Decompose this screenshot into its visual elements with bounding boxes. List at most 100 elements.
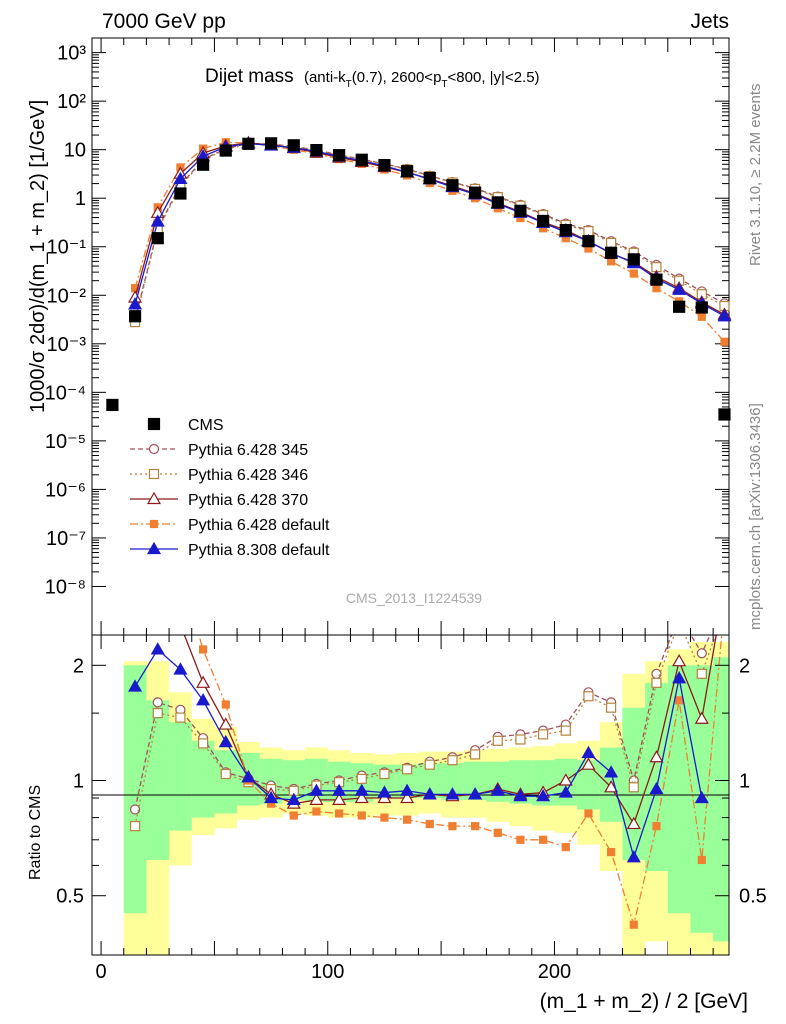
ratio-point-p8 <box>173 662 188 675</box>
ratio-band-inner <box>373 764 396 799</box>
ratio-point-p8 <box>694 790 709 804</box>
ratio-point-p8 <box>264 790 279 804</box>
ratio-ticks: 0.5 0.5 1 1 2 2 <box>56 38 767 955</box>
ratio-point-p346 <box>628 782 639 793</box>
ratio-point-pdef <box>607 848 616 857</box>
ratio-point-p8 <box>400 783 415 796</box>
y-tick-label: 10⁻⁴ <box>45 382 86 404</box>
ratio-point-p346 <box>175 712 186 723</box>
legend-marker-pdef <box>149 519 159 529</box>
point-cms <box>378 159 391 172</box>
series-line-p8 <box>134 142 725 317</box>
point-cms <box>355 153 368 166</box>
ratio-point-p370 <box>332 792 347 805</box>
ratio-point-p370 <box>196 675 211 688</box>
ratio-y-tick-label: 1 <box>73 771 84 793</box>
ratio-point-pdef <box>334 809 344 818</box>
ratio-p8 <box>128 642 709 863</box>
ratio-frame <box>91 634 730 956</box>
legend-label: Pythia 6.428 345 <box>188 442 308 459</box>
ratio-band-inner <box>531 760 555 806</box>
point-pdef <box>629 269 638 278</box>
title-sub-post: <800, |y|<2.5) <box>448 69 540 86</box>
ratio-point-pdef <box>539 835 548 844</box>
y-tick-label: 10³ <box>57 43 86 65</box>
point-pdef <box>720 337 729 346</box>
ratio-point-pdef <box>697 855 706 865</box>
ratio-point-p370 <box>129 609 141 620</box>
ratio-point-p370 <box>400 790 415 804</box>
ratio-point-p370 <box>626 816 641 830</box>
ratio-point-p370 <box>174 619 186 630</box>
ratio-point-p346 <box>538 729 549 740</box>
point-cms <box>491 196 504 209</box>
point-cms <box>310 144 323 157</box>
legend-label: CMS <box>188 417 224 434</box>
y-tick-label: 1 <box>75 188 86 210</box>
ratio-point-p345 <box>696 648 707 659</box>
ratio-point-p370 <box>152 576 164 587</box>
ratio-point-pdef <box>721 600 728 607</box>
y-tick-label: 10⁻⁶ <box>45 479 86 501</box>
ratio-point-p346 <box>424 759 435 770</box>
ratio-point-p346 <box>470 749 481 760</box>
legend-label: Pythia 6.428 370 <box>188 492 308 509</box>
ratio-point-p8 <box>672 671 687 684</box>
ratio-line-pdef <box>198 635 723 928</box>
legend-marker-p346 <box>148 468 160 480</box>
ratio-point-p345 <box>651 668 662 679</box>
ratio-series <box>128 576 729 929</box>
ratio-band-inner <box>667 665 691 914</box>
title-sub-t2: T <box>441 79 447 90</box>
point-cms <box>469 186 482 199</box>
ratio-point-p346 <box>401 764 413 775</box>
x-ticklabels: 0 100 200 <box>96 961 572 983</box>
ratio-point-pdef <box>357 811 366 820</box>
ratio-y-tick-label-right: 0.5 <box>739 886 767 908</box>
ratio-point-p8 <box>626 850 641 863</box>
ratio-point-p346 <box>696 668 707 679</box>
y-axis-label-main: 1000/σ 2dσ)/d(m_1 + m_2) [1/GeV] <box>27 100 49 413</box>
y-tick-label: 10 <box>64 140 86 162</box>
ratio-point-p8 <box>241 770 256 783</box>
ratio-band-inner <box>713 657 729 942</box>
ratio-point-p345 <box>129 804 141 815</box>
title-sub-mid: (0.7), 2600<p <box>352 69 442 86</box>
ratio-point-pdef <box>448 822 457 831</box>
y-tick-label: 10⁻⁸ <box>45 576 86 598</box>
ratio-point-p8 <box>354 783 369 796</box>
y-tick-label: 10² <box>57 91 86 113</box>
ratio-band-inner <box>191 740 215 818</box>
x-tick-label: 200 <box>538 961 571 983</box>
series-line-p370 <box>134 142 725 316</box>
ratio-point-pdef <box>629 920 638 929</box>
ratio-point-p346 <box>152 708 163 719</box>
legend-label: Pythia 6.428 346 <box>188 467 308 484</box>
point-cms <box>332 149 346 162</box>
point-cms <box>559 224 572 237</box>
ratio-point-p370 <box>694 711 709 724</box>
ratio-band-inner <box>146 700 170 860</box>
ratio-point-p346 <box>447 755 458 766</box>
ratio-point-pdef <box>425 819 434 829</box>
ratio-point-p8 <box>445 787 460 800</box>
ratio-point-p370 <box>309 792 324 805</box>
ratio-band-inner <box>577 760 600 810</box>
ratio-point-p370 <box>649 750 664 763</box>
ratio-band-inner <box>441 763 464 800</box>
series-p8 <box>128 136 732 322</box>
ratio-point-pdef <box>289 811 298 820</box>
header-right: Jets <box>690 10 729 33</box>
legend-item-cms: CMS <box>147 417 224 434</box>
legend: CMS Pythia 6.428 345 Pythia 6.428 346 Pythi… <box>130 417 330 559</box>
ratio-point-p346 <box>720 605 729 614</box>
ratio-point-p8 <box>490 783 505 796</box>
ratio-point-p346 <box>356 773 367 784</box>
ratio-point-p346 <box>583 691 594 702</box>
ratio-point-p8 <box>581 745 596 759</box>
ratio-point-pdef <box>198 645 208 654</box>
ratio-point-p346 <box>606 702 617 713</box>
ratio-point-p345 <box>720 599 729 608</box>
point-cms <box>673 300 686 313</box>
title-sub-t1: T <box>346 79 352 90</box>
